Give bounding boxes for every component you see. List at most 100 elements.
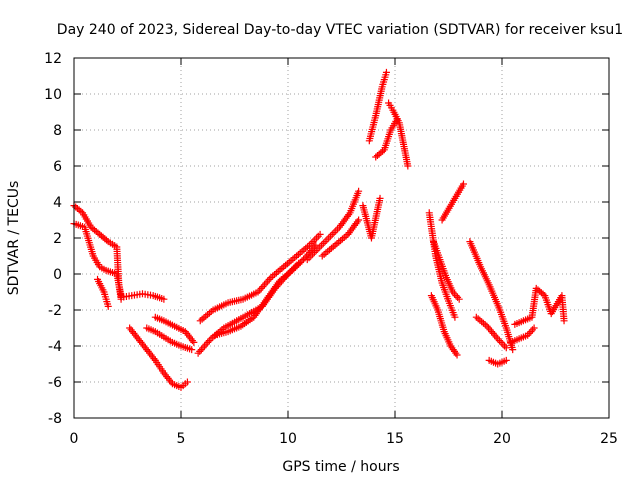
data-point-marker — [274, 267, 282, 275]
data-point-marker — [324, 247, 332, 255]
data-point-marker — [322, 249, 330, 257]
data-point-marker — [290, 265, 298, 273]
x-axis-tick-labels: 0 5 10 15 20 25 — [70, 431, 618, 447]
x-tick-label: 0 — [70, 431, 79, 447]
data-point-marker — [207, 335, 215, 343]
data-point-marker — [355, 216, 363, 224]
y-tick-label: 12 — [44, 51, 62, 67]
data-point-marker — [382, 68, 390, 76]
data-point-marker — [204, 311, 212, 319]
data-point-marker — [332, 227, 340, 235]
data-points — [70, 68, 568, 391]
data-point-marker — [316, 230, 324, 238]
data-point-marker — [264, 277, 272, 285]
data-point-marker — [313, 234, 321, 242]
data-point-marker — [288, 266, 296, 274]
data-point-marker — [530, 324, 538, 332]
data-point-marker — [202, 340, 210, 348]
data-point-marker — [314, 232, 322, 240]
y-tick-label: 4 — [53, 195, 62, 211]
data-point-marker — [285, 258, 293, 266]
data-point-marker — [200, 314, 208, 322]
data-point-marker — [340, 233, 348, 241]
data-point-marker — [393, 115, 401, 123]
data-point-marker — [342, 232, 350, 240]
data-point-marker — [104, 302, 112, 310]
data-point-marker — [451, 313, 459, 321]
data-point-marker — [199, 344, 207, 352]
data-point-marker — [194, 349, 202, 357]
data-point-marker — [262, 279, 270, 287]
x-tick-label: 20 — [493, 431, 511, 447]
data-point-marker — [318, 252, 326, 260]
x-axis-label: GPS time / hours — [282, 459, 399, 475]
data-point-marker — [196, 347, 204, 355]
data-point-marker — [527, 328, 535, 336]
data-point-marker — [325, 234, 333, 242]
data-point-marker — [296, 249, 304, 257]
data-point-marker — [326, 246, 334, 254]
data-point-marker — [453, 351, 461, 359]
y-tick-label: 0 — [53, 267, 62, 283]
data-point-marker — [183, 378, 191, 386]
data-point-marker — [298, 257, 306, 265]
data-point-marker — [190, 338, 198, 346]
data-point-marker — [271, 271, 279, 279]
data-point-marker — [257, 284, 265, 292]
data-point-marker — [311, 236, 319, 244]
data-point-marker — [196, 317, 204, 325]
data-point-marker — [293, 262, 301, 270]
data-point-marker — [305, 241, 313, 249]
data-point-marker — [272, 269, 280, 277]
data-point-marker — [320, 250, 328, 258]
y-axis-label: SDTVAR / TECUs — [6, 181, 22, 296]
data-point-marker — [328, 230, 336, 238]
x-tick-label: 5 — [177, 431, 186, 447]
data-point-marker — [488, 328, 496, 336]
data-point-marker — [327, 244, 335, 252]
data-point-marker — [329, 243, 337, 251]
data-point-marker — [295, 260, 303, 268]
data-point-marker — [160, 295, 168, 303]
data-point-marker — [485, 324, 493, 332]
data-point-marker — [509, 346, 517, 354]
y-axis-tick-labels: -8 -6 -4 -2 0 2 4 6 8 10 12 — [44, 51, 62, 427]
data-point-marker — [452, 292, 460, 300]
data-point-marker — [205, 309, 213, 317]
data-point-marker — [326, 232, 334, 240]
data-point-marker — [455, 295, 463, 303]
data-point-marker — [502, 356, 510, 364]
data-point-marker — [334, 225, 342, 233]
data-point-marker — [355, 187, 363, 195]
y-tick-label: -6 — [48, 375, 62, 391]
data-point-marker — [204, 338, 212, 346]
data-point-marker — [492, 333, 500, 341]
data-point-marker — [280, 263, 288, 271]
data-point-marker — [267, 274, 275, 282]
y-tick-label: -2 — [48, 303, 62, 319]
data-point-marker — [338, 235, 346, 243]
x-tick-label: 25 — [600, 431, 618, 447]
data-point-marker — [202, 312, 210, 320]
data-point-marker — [265, 275, 273, 283]
data-point-marker — [331, 241, 339, 249]
data-point-marker — [293, 252, 301, 260]
data-point-marker — [310, 248, 318, 256]
data-point-marker — [321, 238, 329, 246]
data-point-marker — [319, 239, 327, 247]
data-point-marker — [497, 338, 505, 346]
data-point-marker — [296, 259, 304, 267]
data-point-marker — [198, 315, 206, 323]
data-point-marker — [287, 257, 295, 265]
data-point-marker — [502, 344, 510, 352]
data-point-marker — [294, 250, 302, 258]
data-point-marker — [560, 317, 568, 325]
data-point-marker — [278, 264, 286, 272]
data-point-marker — [539, 290, 547, 298]
data-point-marker — [197, 346, 205, 354]
chart-title: Day 240 of 2023, Sidereal Day-to-day VTE… — [57, 22, 623, 38]
data-point-marker — [454, 293, 462, 301]
data-point-marker — [318, 241, 326, 249]
data-point-marker — [307, 239, 315, 247]
